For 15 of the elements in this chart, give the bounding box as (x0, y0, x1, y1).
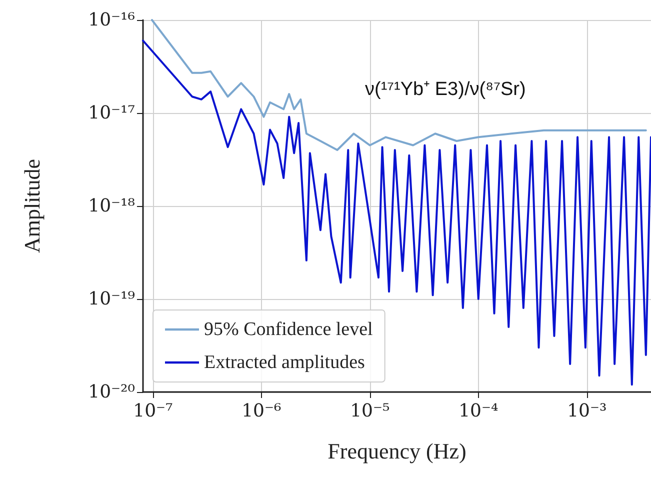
y-tick-label: 10⁻¹⁸ (88, 196, 135, 216)
y-axis-title: Amplitude (20, 158, 44, 254)
x-axis-title: Frequency (Hz) (328, 438, 466, 464)
legend-label: 95% Confidence level (204, 319, 373, 340)
legend-label: Extracted amplitudes (204, 352, 365, 373)
x-tick-label: 10⁻⁶ (242, 400, 282, 422)
annotation: ν(¹⁷¹Yb⁺ E3)/ν(⁸⁷Sr) (365, 79, 526, 100)
y-tick-label: 10⁻¹⁶ (88, 10, 135, 30)
y-tick-label: 10⁻²⁰ (88, 382, 135, 402)
x-tick-label: 10⁻⁴ (458, 400, 498, 422)
y-tick-label: 10⁻¹⁷ (88, 102, 135, 124)
x-tick-label: 10⁻⁵ (350, 400, 390, 422)
x-tick-label: 10⁻³ (567, 400, 607, 422)
x-tick-label: 10⁻⁷ (133, 400, 173, 422)
y-tick-label: 10⁻¹⁹ (88, 288, 135, 310)
